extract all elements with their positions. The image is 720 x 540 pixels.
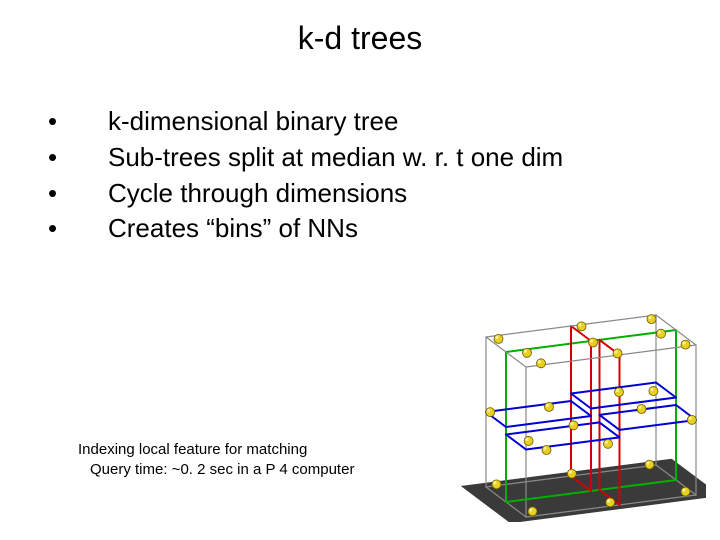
bullet-text: Creates “bins” of NNs [108,212,680,246]
footnote: Indexing local feature for matching Quer… [78,440,354,481]
bullet-item: • Sub-trees split at median w. r. t one … [40,141,680,175]
bullet-marker: • [40,141,108,175]
bullet-text: Cycle through dimensions [108,177,680,211]
kd-tree-diagram [446,272,706,522]
bullet-list: • k-dimensional binary tree • Sub-trees … [40,105,680,248]
bullet-marker: • [40,105,108,139]
footnote-line: Indexing local feature for matching [78,440,354,460]
bullet-item: • Cycle through dimensions [40,177,680,211]
footnote-line: Query time: ~0. 2 sec in a P 4 computer [78,460,354,480]
bullet-marker: • [40,212,108,246]
slide: k-d trees • k-dimensional binary tree • … [0,0,720,540]
bullet-text: k-dimensional binary tree [108,105,680,139]
bullet-marker: • [40,177,108,211]
slide-title: k-d trees [0,20,720,57]
bullet-text: Sub-trees split at median w. r. t one di… [108,141,680,175]
bullet-item: • Creates “bins” of NNs [40,212,680,246]
bullet-item: • k-dimensional binary tree [40,105,680,139]
